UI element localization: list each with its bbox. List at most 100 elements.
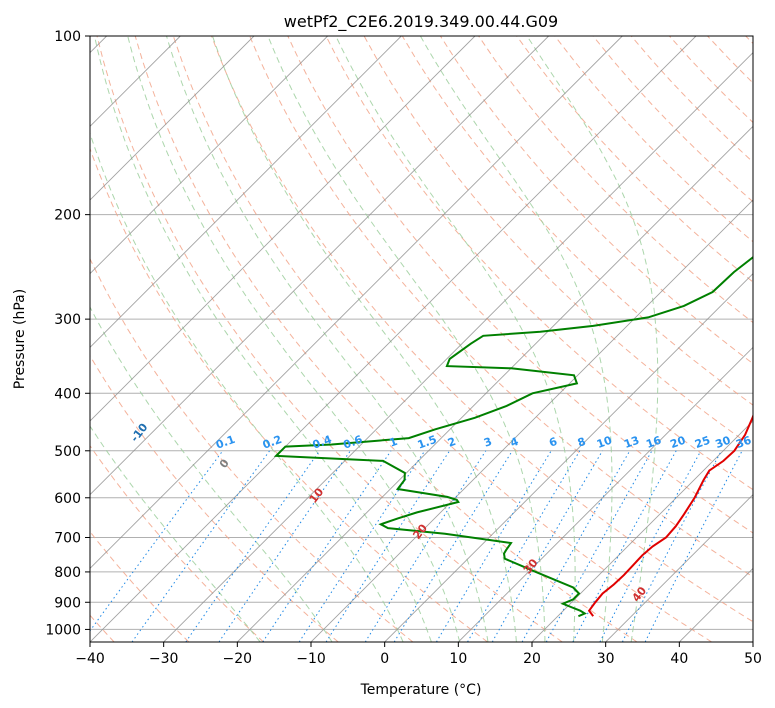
mixing-ratio-line	[599, 450, 702, 642]
mixing-ratio-label: 36	[734, 433, 753, 451]
moist-adiabat-line	[267, 36, 546, 642]
isotherm-line	[90, 36, 402, 348]
y-tick-label: 600	[54, 491, 81, 507]
isotherm-line	[90, 36, 697, 642]
moist-adiabat-line	[419, 36, 613, 642]
mixing-ratio-line	[364, 450, 487, 642]
isotherm-line	[90, 36, 328, 275]
y-tick-label: 1000	[45, 622, 81, 638]
moist-adiabat-line	[90, 306, 333, 642]
mixing-ratio-line	[325, 450, 451, 642]
x-tick-label: −30	[149, 651, 179, 667]
mixing-ratio-line	[393, 450, 513, 642]
moist-adiabat-line	[94, 36, 432, 642]
x-tick-label: 50	[744, 651, 762, 667]
y-tick-label: 800	[54, 565, 81, 581]
y-tick-label: 900	[54, 595, 81, 611]
isotherm-line	[90, 36, 476, 422]
x-tick-label: 30	[597, 651, 615, 667]
plot-frame	[89, 35, 754, 643]
y-tick-label: 300	[54, 312, 81, 328]
dry-adiabat-line	[90, 444, 264, 642]
mixing-ratio-label: 0.2	[261, 433, 284, 452]
isotherm-line	[237, 125, 753, 642]
moist-adiabats	[90, 36, 659, 642]
mixing-ratio-label: 0.1	[214, 433, 237, 452]
isotherm-line	[458, 346, 753, 642]
x-tick-label: 20	[523, 651, 541, 667]
mixing-ratio-label: 20	[668, 433, 687, 451]
dry-adiabat-line	[516, 36, 753, 283]
dry-adiabat-line	[325, 36, 753, 491]
mixing-ratio-lines	[90, 450, 743, 642]
mixing-ratio-label: 6	[547, 435, 559, 450]
y-tick-label: 700	[54, 531, 81, 547]
x-tick-label: −10	[296, 651, 326, 667]
isotherm-line	[163, 52, 753, 642]
mixing-ratio-label: 13	[622, 434, 641, 451]
isotherm-line	[531, 420, 753, 642]
isotherm-line	[90, 36, 623, 569]
y-tick-label: 500	[54, 444, 81, 460]
moist-adiabat-line	[127, 36, 461, 642]
x-tick-label: 0	[380, 651, 389, 667]
dry-adiabat-line	[172, 36, 712, 642]
moist-adiabat-line	[90, 425, 261, 642]
isotherm-line	[384, 273, 753, 642]
y-tick-label: 200	[54, 208, 81, 224]
isobar-gridlines	[90, 36, 753, 630]
isotherm-lines	[90, 36, 753, 642]
mixing-ratio-label: 16	[644, 433, 663, 451]
temperature-profile-line	[587, 413, 753, 617]
moist-adiabat-line	[166, 36, 489, 642]
y-axis-label: Pressure (hPa)	[12, 289, 28, 389]
chart-title: wetPf2_C2E6.2019.349.00.44.G09	[284, 12, 558, 32]
isotherm-line	[90, 36, 255, 201]
mixing-ratio-label: 8	[576, 435, 588, 450]
y-axis: 100 200 300 400 500 600 700 800 900 1000	[45, 29, 90, 638]
moist-adiabat-line	[526, 36, 659, 642]
mixing-ratio-label: 10	[595, 433, 614, 451]
x-tick-label: 10	[449, 651, 467, 667]
mixing-ratio-label: 4	[509, 435, 521, 450]
dry-adiabat-line	[90, 257, 414, 642]
moist-adiabat-line	[212, 36, 517, 642]
mixing-ratio-label: 30	[714, 433, 733, 451]
mixing-ratio-labels: 0.1 0.2 0.4 0.6 1 1.5 2 3 4 6 8 10 13 16 20 25 30 36	[214, 433, 753, 452]
dewpoint-profile-line	[273, 255, 753, 618]
dry-adiabat-line	[96, 36, 563, 642]
dry-adiabat-line	[211, 36, 753, 623]
mixing-ratio-label: 3	[482, 435, 494, 450]
isotherm-line	[605, 494, 753, 642]
x-axis-label: Temperature (°C)	[360, 682, 482, 698]
mixing-ratio-line	[185, 450, 321, 642]
mixing-ratio-line	[298, 450, 426, 642]
x-tick-label: 40	[670, 651, 688, 667]
moist-adiabat-line	[335, 36, 576, 642]
mixing-ratio-label: 25	[693, 434, 712, 451]
x-tick-label: −20	[223, 651, 253, 667]
x-tick-label: −40	[75, 651, 105, 667]
mixing-ratio-label: 1.5	[416, 433, 439, 452]
mixing-ratio-label: 0.4	[311, 433, 334, 452]
mixing-ratio-label: 0.6	[341, 433, 364, 452]
isotherm-line	[90, 36, 549, 496]
dry-adiabat-line	[249, 36, 753, 578]
plot-area: -100-90-80-70-60-50-40-30-20-10010203040…	[90, 36, 753, 642]
isotherm-line	[310, 199, 753, 642]
moist-adiabat-line	[90, 131, 404, 642]
mixing-ratio-line	[218, 450, 351, 642]
mixing-ratio-line	[435, 450, 552, 642]
dry-adiabat-line	[287, 36, 753, 534]
mixing-ratio-line	[572, 450, 677, 642]
mixing-ratio-line	[262, 450, 392, 642]
mixing-ratio-label: 2	[446, 435, 458, 450]
mixing-ratio-label: 1	[388, 435, 400, 450]
mixing-ratio-line	[467, 450, 581, 642]
profile-series	[273, 255, 753, 618]
y-tick-label: 100	[54, 29, 81, 45]
y-tick-label: 400	[54, 386, 81, 402]
x-axis: −40 −30 −20 −10 0 10 20 30 40 50	[75, 642, 762, 667]
